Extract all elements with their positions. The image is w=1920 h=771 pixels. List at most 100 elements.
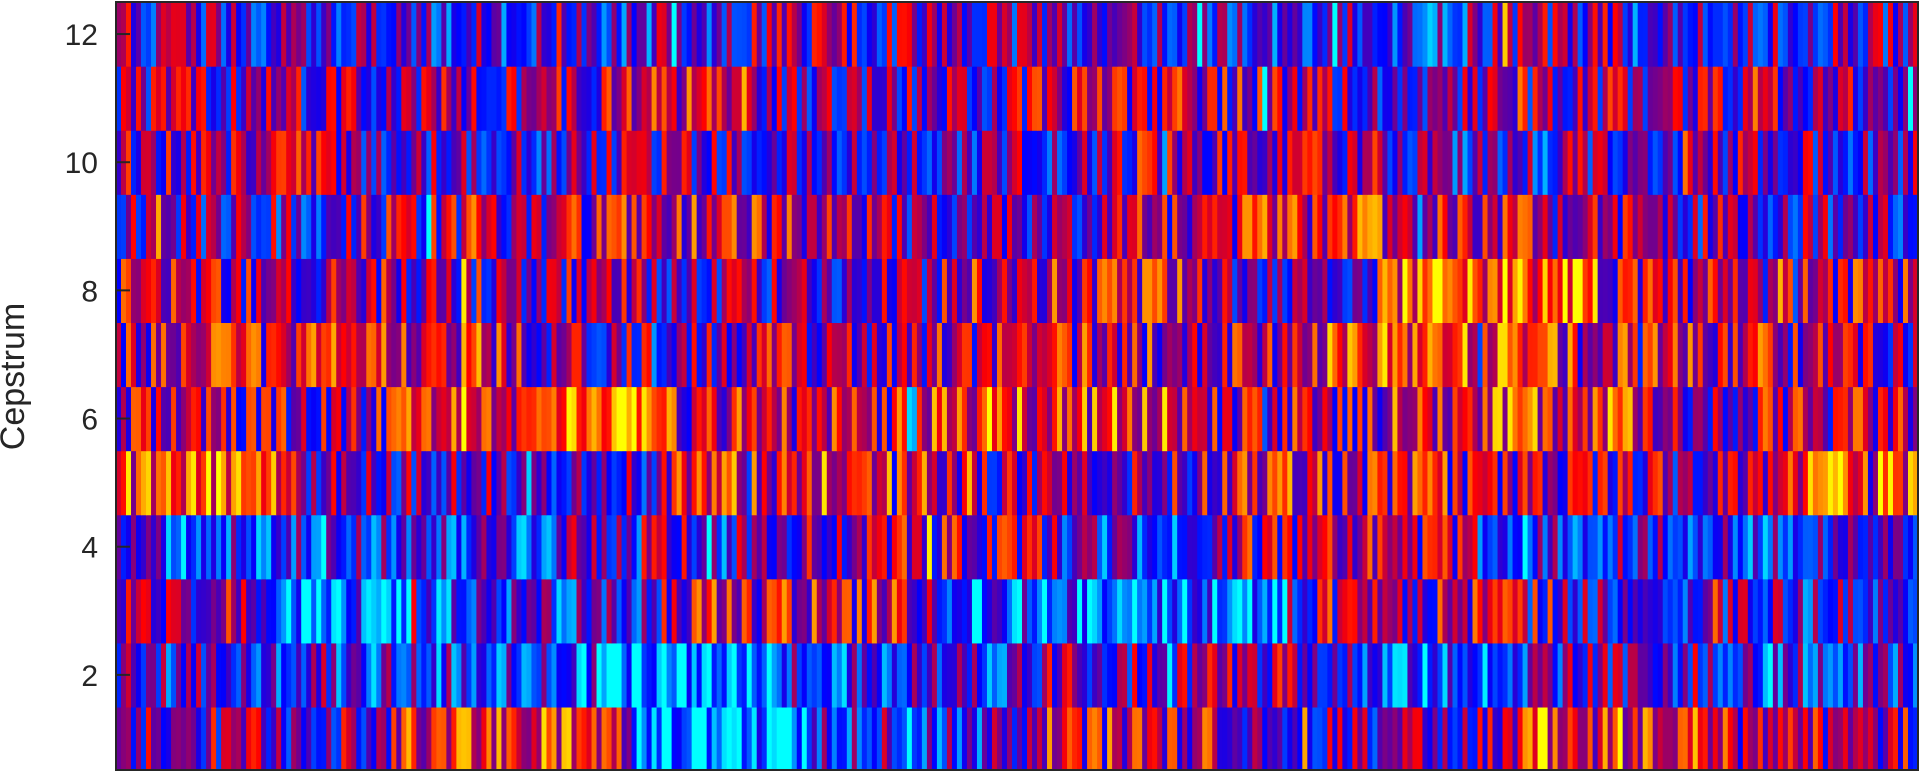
heatmap-cell (1452, 450, 1459, 516)
heatmap-cell (1037, 322, 1043, 388)
heatmap-cell (1187, 194, 1193, 259)
heatmap-cell (601, 130, 608, 195)
heatmap-cell (1697, 2, 1704, 67)
heatmap-cell (1412, 322, 1419, 388)
heatmap-cell (1877, 322, 1884, 388)
heatmap-cell (1427, 322, 1434, 388)
heatmap-cell (1497, 130, 1504, 195)
heatmap-cell (1597, 66, 1604, 131)
heatmap-cell (681, 322, 688, 388)
heatmap-cell (1632, 706, 1639, 771)
heatmap-cell (1302, 386, 1308, 452)
heatmap-cell (1407, 450, 1414, 516)
heatmap-cell (1842, 578, 1849, 644)
heatmap-cell (1362, 450, 1368, 516)
heatmap-cell (1001, 386, 1008, 452)
heatmap-cell (211, 514, 217, 580)
heatmap-cell (1847, 194, 1854, 259)
heatmap-cell (991, 130, 998, 195)
heatmap-cell (756, 130, 763, 195)
heatmap-cell (806, 258, 813, 324)
heatmap-cell (1042, 450, 1048, 516)
heatmap-cell (1172, 322, 1178, 388)
heatmap-cell (781, 706, 788, 771)
heatmap-cell (1767, 642, 1774, 708)
heatmap-cell (866, 450, 873, 516)
heatmap-cell (1752, 130, 1759, 195)
heatmap-cell (1302, 66, 1308, 131)
heatmap-cell (1792, 706, 1799, 771)
heatmap-cell (196, 386, 202, 452)
heatmap-cell (1612, 642, 1619, 708)
heatmap-cell (841, 258, 848, 324)
heatmap-cell (266, 706, 272, 771)
heatmap-cell (501, 706, 508, 771)
heatmap-cell (1117, 386, 1123, 452)
heatmap-cell (1032, 258, 1038, 324)
heatmap-cell (1272, 642, 1278, 708)
heatmap-cell (1447, 2, 1454, 67)
heatmap-cell (296, 386, 302, 452)
heatmap-cell (1742, 642, 1749, 708)
heatmap-cell (1897, 2, 1904, 67)
heatmap-cell (1142, 386, 1148, 452)
heatmap-cell (306, 450, 312, 516)
heatmap-cell (356, 322, 362, 388)
heatmap-cell (551, 130, 558, 195)
heatmap-cell (571, 322, 578, 388)
heatmap-cell (556, 66, 563, 131)
heatmap-cell (656, 2, 663, 67)
heatmap-cell (421, 66, 427, 131)
heatmap-cell (486, 578, 493, 644)
heatmap-cell (1602, 2, 1609, 67)
heatmap-cell (931, 2, 938, 67)
heatmap-cell (1722, 578, 1729, 644)
heatmap-cell (1037, 706, 1043, 771)
heatmap-cell (1737, 642, 1744, 708)
heatmap-cell (1892, 2, 1899, 67)
heatmap-cell (1732, 66, 1739, 131)
heatmap-cell (1682, 706, 1689, 771)
heatmap-cell (891, 450, 898, 516)
heatmap-cell (391, 130, 397, 195)
heatmap-cell (1357, 642, 1363, 708)
heatmap-cell (1532, 386, 1539, 452)
heatmap-cell (396, 322, 402, 388)
heatmap-cell (231, 322, 237, 388)
heatmap-cell (1652, 642, 1659, 708)
heatmap-cell (441, 194, 447, 259)
heatmap-cell (1617, 706, 1624, 771)
heatmap-cell (1672, 386, 1679, 452)
heatmap-cell (1417, 514, 1424, 580)
heatmap-cell (611, 130, 618, 195)
heatmap-cell (896, 130, 903, 195)
heatmap-cell (741, 194, 748, 259)
heatmap-cell (1697, 130, 1704, 195)
heatmap-cell (881, 386, 888, 452)
heatmap-cell (1192, 66, 1198, 131)
heatmap-cell (946, 322, 953, 388)
heatmap-cell (1047, 642, 1053, 708)
heatmap-cell (1492, 130, 1499, 195)
heatmap-cell (1137, 642, 1143, 708)
heatmap-cell (396, 578, 402, 644)
heatmap-cell (276, 66, 282, 131)
heatmap-cell (1457, 642, 1464, 708)
heatmap-cell (1257, 66, 1263, 131)
heatmap-cell (791, 450, 798, 516)
heatmap-cell (1127, 386, 1133, 452)
heatmap-cell (1001, 2, 1008, 67)
heatmap-cell (1537, 194, 1544, 259)
heatmap-cell (326, 450, 332, 516)
heatmap-cell (1797, 706, 1804, 771)
heatmap-cell (1432, 322, 1439, 388)
heatmap-cell (1022, 2, 1028, 67)
heatmap-cell (446, 130, 452, 195)
heatmap-cell (1042, 386, 1048, 452)
heatmap-cell (1142, 66, 1148, 131)
heatmap-cell (1322, 642, 1328, 708)
heatmap-cell (626, 642, 633, 708)
heatmap-cell (916, 194, 923, 259)
heatmap-cell (1427, 130, 1434, 195)
heatmap-cell (1757, 386, 1764, 452)
